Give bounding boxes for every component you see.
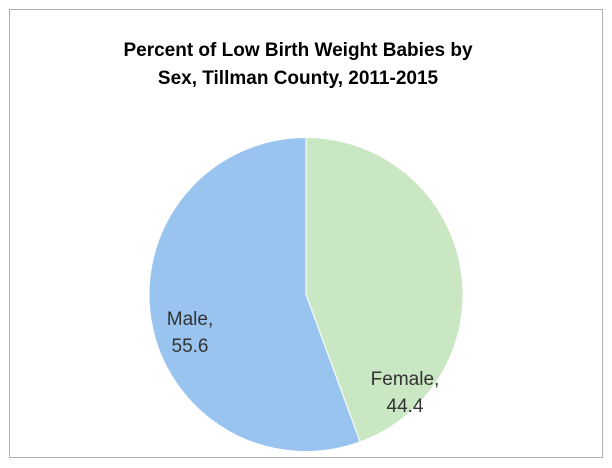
data-label-line: 44.4 <box>387 396 424 417</box>
pie-slice <box>148 136 361 452</box>
pie-slice <box>305 136 464 443</box>
data-label: Male, 55.6 <box>167 309 213 357</box>
data-label-line: 55.6 <box>172 336 209 357</box>
data-label: Female, 44.4 <box>371 369 440 417</box>
chart-title: Percent of Low Birth Weight Babies by <box>123 40 473 61</box>
chart-title: Sex, Tillman County, 2011-2015 <box>158 68 439 89</box>
data-label-line: Female, <box>371 369 440 390</box>
data-label-line: Male, <box>167 309 213 330</box>
